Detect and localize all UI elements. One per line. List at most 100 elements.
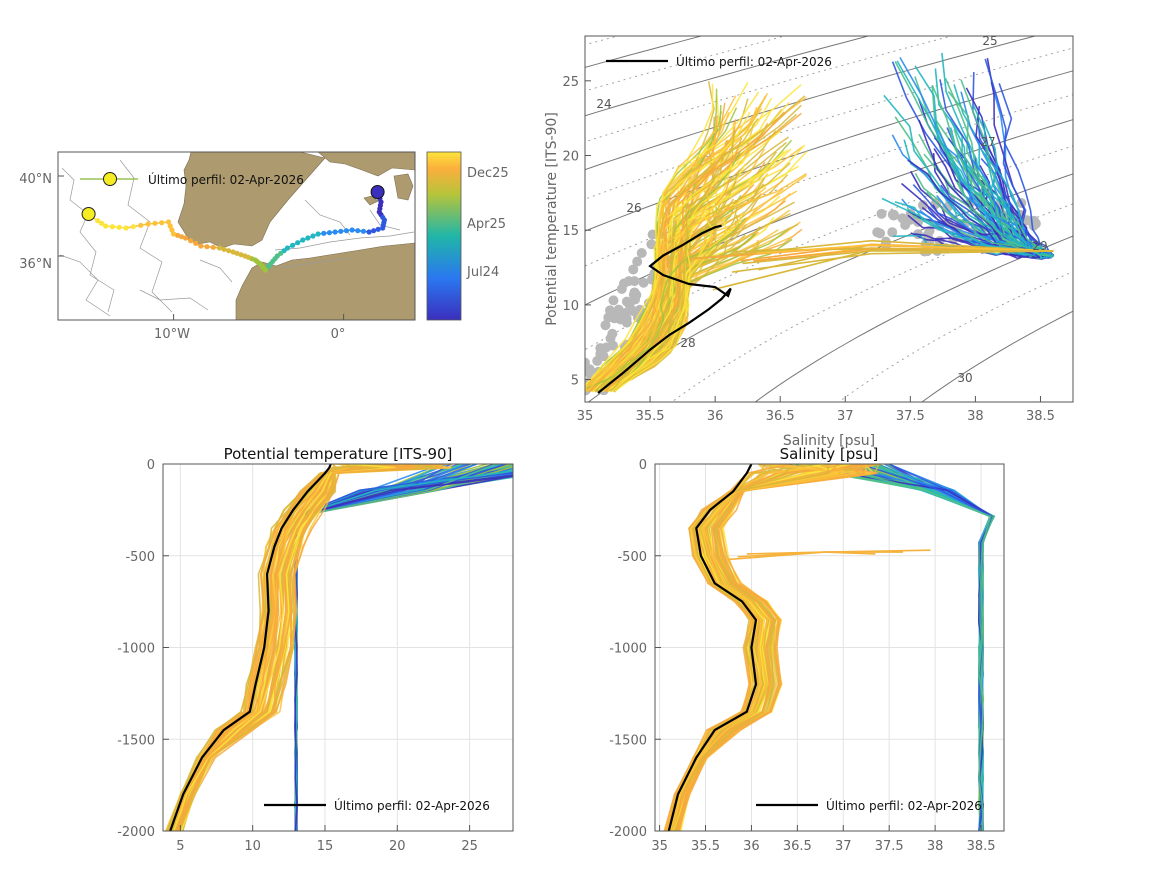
xtick-label: 36 xyxy=(743,839,760,854)
track-segment xyxy=(185,237,202,247)
climatology-dot xyxy=(888,210,899,221)
track-point xyxy=(116,224,122,230)
profile-line xyxy=(869,464,992,831)
track-point xyxy=(204,244,210,250)
ts-profile-line xyxy=(611,130,736,390)
tp-grid xyxy=(163,463,513,832)
isopycnal-line xyxy=(754,235,1073,402)
ts-xtick-label: 35 xyxy=(577,409,594,424)
track-point xyxy=(326,230,333,236)
last-profile-line xyxy=(667,464,758,831)
track-point xyxy=(300,237,306,243)
xtick-label: 10 xyxy=(244,839,261,854)
salinity-profile: 35 35.5 36 36.5 37 37.5 38 38.5 0 -500 -1000 -1500… xyxy=(609,445,1005,854)
profile-line xyxy=(173,464,396,831)
track-segment xyxy=(105,225,127,229)
track-segment xyxy=(318,231,336,235)
track-point xyxy=(321,230,327,236)
track-point xyxy=(152,220,158,226)
sp-y-ticks: 0 -500 -1000 -1500 -2000 xyxy=(609,458,661,840)
sp-title: Salinity [psu] xyxy=(780,445,879,463)
climatology-dot xyxy=(615,314,626,325)
profile-line xyxy=(669,464,840,831)
ytick-label: -1000 xyxy=(609,642,647,657)
ts-frame xyxy=(584,35,1074,403)
track-segment xyxy=(287,239,304,249)
track-point xyxy=(109,224,115,230)
track-point xyxy=(355,228,361,234)
xtick-label: 38 xyxy=(927,839,944,854)
sp-x-ticks: 35 35.5 36 36.5 37 37.5 38 38.5 xyxy=(651,825,996,854)
track-segment xyxy=(335,229,353,233)
track-point xyxy=(99,220,105,226)
ytick-label: -1500 xyxy=(609,733,647,748)
tp-y-ticks: 0 -500 -1000 -1500 -2000 xyxy=(117,458,169,840)
climatology-dot xyxy=(887,227,898,238)
ytick-label: 0 xyxy=(639,458,647,473)
ts-xtick-label: 36 xyxy=(707,409,724,424)
ts-legend: Último perfil: 02-Apr-2026 xyxy=(606,54,832,69)
isopycnal-line xyxy=(585,36,954,143)
profile-line xyxy=(176,464,408,831)
ytick-label: -500 xyxy=(125,550,155,565)
density-label-29: 29 xyxy=(1032,239,1047,253)
tp-last-profile xyxy=(169,464,332,831)
track-point xyxy=(95,218,101,224)
ts-profile-line xyxy=(587,189,709,391)
colorbar-label-jul24: Jul24 xyxy=(466,265,499,280)
ts-ytick-label: 25 xyxy=(562,75,579,90)
climatology-dot xyxy=(631,290,642,301)
ytick-label: -1500 xyxy=(117,733,155,748)
tp-legend: Último perfil: 02-Apr-2026 xyxy=(264,798,490,813)
climatology-dot xyxy=(608,295,619,306)
track-point xyxy=(338,228,344,234)
xtick-label: 35.5 xyxy=(691,839,720,854)
xtick-label: 5 xyxy=(176,839,184,854)
ts-ytick-label: 10 xyxy=(562,299,579,314)
first-profile-marker xyxy=(370,185,385,199)
ts-profile-cloud xyxy=(585,52,1055,396)
track-point xyxy=(178,234,185,240)
map-legend-marker xyxy=(103,172,117,186)
track-point xyxy=(145,221,151,227)
ts-last-profile xyxy=(597,224,732,394)
climatology-dot xyxy=(1028,215,1039,226)
ts-xtick-label: 35.5 xyxy=(636,409,665,424)
track-point xyxy=(242,253,248,259)
track-point xyxy=(305,235,311,241)
climatology-dot xyxy=(905,214,916,225)
track-point xyxy=(380,225,386,231)
ytick-label: 0 xyxy=(147,458,155,473)
climatology-dot xyxy=(585,358,589,369)
climatology-dot xyxy=(601,342,612,353)
map-legend-text: Último perfil: 02-Apr-2026 xyxy=(148,172,304,187)
density-label-25: 25 xyxy=(982,34,997,48)
track-point xyxy=(343,228,350,234)
track-point xyxy=(234,250,240,256)
track-point xyxy=(198,243,204,249)
track-point xyxy=(188,238,194,244)
bathymetry-contour xyxy=(59,159,415,317)
track-point xyxy=(123,225,129,231)
trajectory-map: 40°N 36°N 10°W 0° Último perfil: 02-Apr-… xyxy=(19,151,509,342)
profile-line xyxy=(179,464,426,831)
track-point xyxy=(230,249,236,255)
climatology-dot xyxy=(592,355,603,366)
map-frame xyxy=(57,151,416,321)
density-label-27: 27 xyxy=(980,135,995,149)
ts-ytick-label: 5 xyxy=(571,374,579,389)
track-point xyxy=(167,223,173,229)
africa-land xyxy=(235,242,415,320)
xtick-label: 20 xyxy=(389,839,406,854)
track-point xyxy=(349,227,355,233)
climatology-dot xyxy=(876,208,887,219)
xtick-label: 37 xyxy=(835,839,852,854)
lon-label-0: 0° xyxy=(331,327,346,342)
ts-profile-line xyxy=(610,215,714,393)
sp-last-profile xyxy=(667,464,758,831)
tp-x-ticks: 5 10 15 20 25 xyxy=(176,825,478,854)
ts-xtick-label: 37.5 xyxy=(896,409,925,424)
ts-mixing-line xyxy=(731,250,1054,273)
climatology-dot xyxy=(604,305,615,316)
profile-line xyxy=(678,464,839,831)
